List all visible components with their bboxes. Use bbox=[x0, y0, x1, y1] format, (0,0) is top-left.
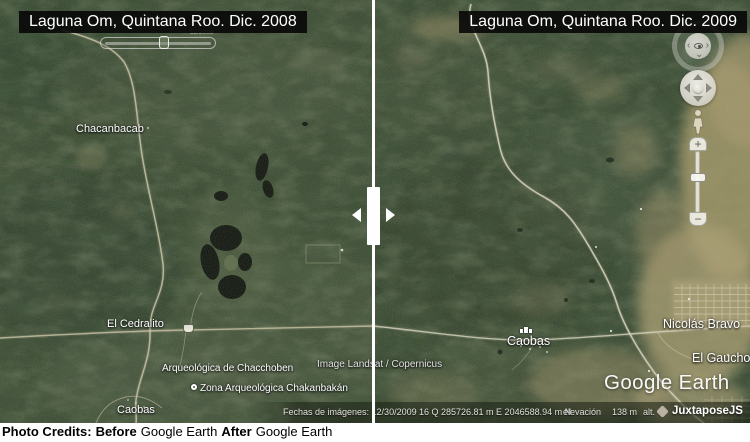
credits-after-word: After bbox=[221, 424, 252, 439]
move-control[interactable] bbox=[680, 70, 716, 106]
credits-before-word: Before bbox=[95, 424, 137, 439]
elevation-label: elevación bbox=[563, 407, 602, 417]
juxtapose-brand[interactable]: JuxtaposeJS bbox=[672, 405, 743, 417]
pan-center-knob[interactable] bbox=[693, 83, 703, 93]
time-slider[interactable] bbox=[100, 36, 216, 49]
imagery-credit-label: Image Landsat / Copernicus bbox=[317, 359, 443, 370]
before-map-art bbox=[0, 0, 373, 423]
look-down-icon[interactable]: ⌄ bbox=[695, 49, 704, 60]
coordinates-text: 16 Q 285726.81 m E 2046588.94 m N bbox=[419, 407, 572, 417]
zoom-slider-track[interactable] bbox=[695, 151, 700, 213]
after-title: Laguna Om, Quintana Roo. Dic. 2009 bbox=[459, 11, 747, 33]
pegman-icon[interactable] bbox=[688, 108, 708, 135]
highway-shield-icon bbox=[183, 324, 194, 333]
look-control-inner[interactable]: ‹ › ⌄ bbox=[685, 33, 711, 60]
place-label-nicolas-bravo: Nicolás Bravo bbox=[663, 317, 741, 331]
photo-credits-bar: Photo Credits: Before Google Earth After Goo… bbox=[0, 423, 750, 442]
credits-after-source: Google Earth bbox=[255, 424, 333, 439]
credits-prefix: Photo Credits: bbox=[2, 424, 92, 439]
place-label-caobas-before: Caobas bbox=[117, 404, 155, 416]
ruins-icon[interactable] bbox=[191, 384, 197, 390]
satellite-map[interactable] bbox=[0, 0, 750, 423]
time-slider-handle[interactable] bbox=[159, 36, 169, 49]
arrow-right-icon[interactable] bbox=[386, 208, 395, 222]
place-label-chacanbacab: Chacanbacab bbox=[76, 123, 144, 135]
credits-before-source: Google Earth bbox=[140, 424, 218, 439]
place-label-el-cedralito: El Cedralito bbox=[107, 318, 164, 330]
place-label-chakanbakan: Zona Arqueológica Chakanbakán bbox=[200, 383, 348, 394]
pan-right-icon[interactable] bbox=[706, 83, 712, 93]
imagery-date-text: Fechas de imágenes: 12/30/2009 bbox=[283, 407, 417, 417]
status-bar: Fechas de imágenes: 12/30/2009 16 Q 2857… bbox=[253, 402, 750, 423]
zoom-slider-handle[interactable] bbox=[690, 173, 706, 182]
slider-handle[interactable] bbox=[352, 187, 395, 245]
place-label-caobas-after: Caobas bbox=[507, 334, 551, 348]
before-title: Laguna Om, Quintana Roo. Dic. 2008 bbox=[19, 11, 307, 33]
time-slider-track bbox=[105, 42, 211, 45]
look-left-icon[interactable]: ‹ bbox=[687, 40, 691, 51]
zoom-in-button[interactable]: + bbox=[689, 137, 707, 151]
pan-up-icon[interactable] bbox=[693, 74, 703, 80]
place-label-el-gaucho: El Gaucho bbox=[692, 351, 750, 365]
pan-left-icon[interactable] bbox=[684, 83, 690, 93]
place-label-chacchoben: Arqueológica de Chacchoben bbox=[162, 363, 294, 374]
eye-icon bbox=[694, 43, 703, 49]
juxtapose-logo-icon bbox=[656, 405, 669, 418]
village-icon[interactable] bbox=[520, 326, 532, 333]
altitude-label: alt. bbox=[643, 407, 656, 417]
arrow-left-icon[interactable] bbox=[352, 208, 361, 222]
google-earth-logo: Google Earth bbox=[604, 371, 730, 394]
after-map-art bbox=[373, 0, 750, 423]
zoom-out-button[interactable]: − bbox=[689, 212, 707, 226]
pan-down-icon[interactable] bbox=[693, 96, 703, 102]
look-right-icon[interactable]: › bbox=[705, 40, 709, 51]
elevation-value: 138 m bbox=[612, 407, 638, 417]
